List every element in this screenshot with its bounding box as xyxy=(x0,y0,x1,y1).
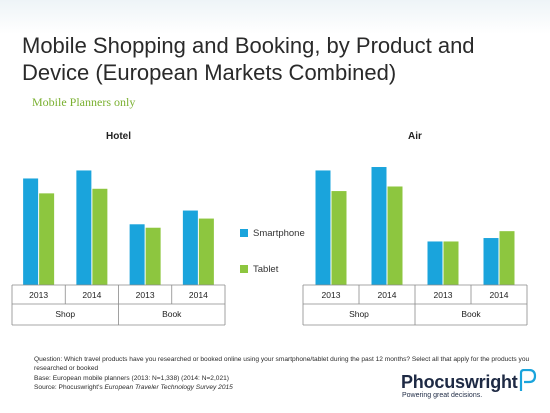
group-label-1-0: Shop xyxy=(349,309,369,319)
footnote-source: Source: Phocuswright's European Traveler… xyxy=(34,383,544,392)
bar-1-tablet-2 xyxy=(443,241,459,285)
footnote-source-title: European Traveler Technology Survey 2015 xyxy=(104,383,233,391)
legend-label-smartphone: Smartphone xyxy=(253,227,305,239)
footnote: Question: Which travel products have you… xyxy=(34,355,544,392)
tick-label-0-0: 2013 xyxy=(29,290,48,300)
chart-legend: Smartphone Tablet xyxy=(240,226,305,298)
footnote-source-prefix: Source: Phocuswright's xyxy=(34,383,105,391)
chart-title-0: Hotel xyxy=(106,131,131,142)
tick-label-0-2: 2013 xyxy=(136,290,155,300)
chart-title-1: Air xyxy=(408,131,422,142)
logo-mark-icon xyxy=(519,369,537,391)
bar-1-smartphone-0 xyxy=(315,170,331,285)
logo-name: Phocuswright xyxy=(401,372,518,392)
bar-0-tablet-3 xyxy=(198,218,214,285)
header-band xyxy=(0,0,550,34)
bar-0-smartphone-2 xyxy=(129,224,145,285)
logo-tagline: Powering great decisions. xyxy=(402,392,483,399)
tick-label-0-3: 2014 xyxy=(189,290,208,300)
legend-label-tablet: Tablet xyxy=(253,263,279,275)
group-label-1-1: Book xyxy=(461,309,481,319)
tick-label-0-1: 2014 xyxy=(82,290,101,300)
tick-label-1-1: 2014 xyxy=(378,290,397,300)
bar-0-tablet-0 xyxy=(39,193,55,285)
footnote-question: Question: Which travel products have you… xyxy=(34,356,530,373)
legend-swatch-tablet xyxy=(240,265,248,273)
legend-item-tablet: Tablet xyxy=(240,262,305,276)
bar-0-smartphone-1 xyxy=(76,170,92,285)
bar-0-tablet-1 xyxy=(92,188,108,285)
bar-1-tablet-0 xyxy=(331,191,347,285)
bar-1-smartphone-2 xyxy=(427,241,443,285)
bar-0-smartphone-0 xyxy=(23,178,39,285)
bar-1-smartphone-3 xyxy=(483,238,499,285)
tick-label-1-3: 2014 xyxy=(490,290,509,300)
tick-label-1-0: 2013 xyxy=(322,290,341,300)
bar-0-smartphone-3 xyxy=(182,210,198,285)
group-label-0-1: Book xyxy=(162,309,182,319)
bar-1-tablet-3 xyxy=(499,231,515,285)
page-title: Mobile Shopping and Booking, by Product … xyxy=(22,33,475,85)
footnote-base: Base: European mobile planners (2013: N=… xyxy=(34,374,230,382)
group-label-0-0: Shop xyxy=(55,309,75,319)
legend-item-smartphone: Smartphone xyxy=(240,226,305,240)
page-subtitle: Mobile Planners only xyxy=(32,95,136,109)
bar-1-tablet-1 xyxy=(387,186,403,285)
legend-swatch-smartphone xyxy=(240,229,248,237)
tick-label-1-2: 2013 xyxy=(434,290,453,300)
phocuswright-logo: Phocuswright Powering great decisions. xyxy=(401,369,541,399)
bar-1-smartphone-1 xyxy=(371,167,387,285)
bar-0-tablet-2 xyxy=(145,227,161,285)
